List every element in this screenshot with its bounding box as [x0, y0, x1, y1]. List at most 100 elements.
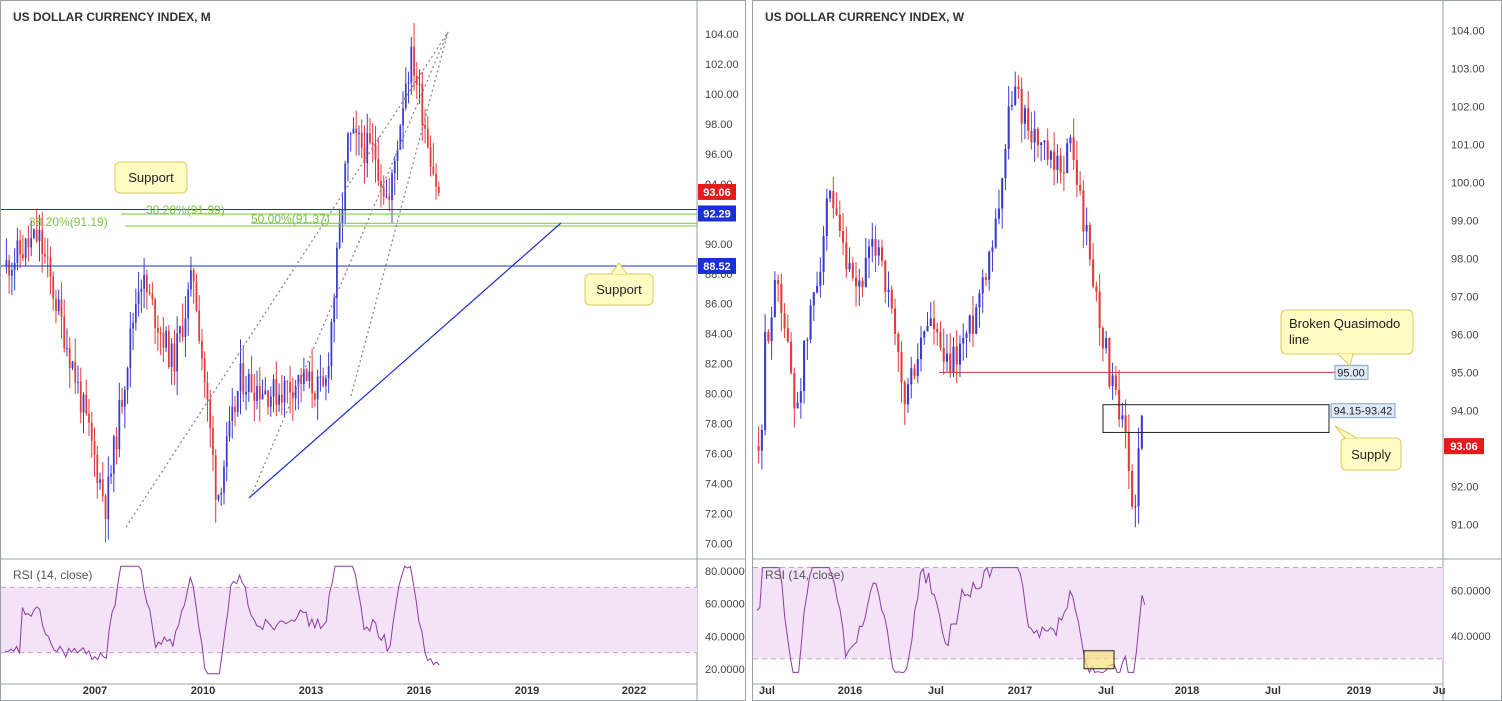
price-tick-label: 90.00: [705, 239, 733, 251]
quasimodo-callout-text-1: Broken Quasimodo: [1289, 316, 1400, 331]
candle-body: [143, 274, 145, 289]
candle-body: [214, 455, 217, 500]
candle-body: [1059, 155, 1062, 173]
price-badge-text: 93.06: [703, 187, 731, 199]
candle-body: [432, 166, 435, 174]
candle-body: [858, 280, 861, 287]
price-tick-label: 95.00: [1451, 367, 1479, 379]
candle-body: [66, 348, 68, 350]
price-badge: [1444, 438, 1484, 455]
candle-body: [1134, 506, 1137, 508]
candle-body: [77, 381, 79, 383]
trend-line: [248, 222, 562, 499]
candle-body: [848, 263, 851, 270]
candle-body: [19, 240, 22, 255]
candle-body: [1072, 137, 1075, 161]
candle-body: [1127, 432, 1130, 472]
candle-body: [945, 353, 949, 362]
candle-body: [900, 351, 903, 383]
price-tick-label: 97.00: [1451, 291, 1479, 303]
candle-body: [407, 82, 410, 84]
candle-body: [1092, 259, 1095, 287]
candle-body: [250, 373, 253, 393]
candle-body: [777, 280, 780, 284]
candle-body: [962, 337, 965, 344]
candle-body: [1007, 106, 1010, 149]
candle-body: [978, 293, 981, 308]
candle-body: [418, 83, 421, 85]
candle-body: [55, 298, 57, 311]
fib-fan-line: [250, 31, 449, 497]
candle-body: [198, 310, 201, 341]
candle-body: [997, 208, 1000, 219]
candle-body: [234, 406, 236, 413]
candle-body: [33, 229, 35, 238]
candle-body: [385, 196, 388, 198]
candle-body: [1056, 155, 1059, 170]
candle-body: [333, 298, 336, 323]
candle-body: [336, 247, 338, 299]
candle-body: [1082, 190, 1085, 232]
candle-body: [404, 83, 407, 108]
candle-body: [435, 173, 437, 187]
candle-body: [424, 125, 426, 129]
support-callout-top: [114, 161, 188, 194]
candle-body: [1049, 151, 1052, 160]
candle-body: [115, 436, 118, 450]
candle-body: [314, 393, 316, 400]
candle-body: [347, 133, 349, 164]
weekly-chart-panel[interactable]: US DOLLAR CURRENCY INDEX, W 104.00 103.00…: [752, 0, 1502, 701]
candle-body: [267, 390, 269, 407]
candle-body: [68, 348, 71, 369]
candle-body: [1114, 375, 1117, 390]
candle-body: [85, 394, 88, 414]
candle-body: [311, 371, 314, 394]
candle-body: [225, 436, 228, 467]
candle-body: [903, 382, 906, 405]
support-callout-pointer: [610, 262, 628, 275]
candle-body: [942, 347, 945, 362]
candle-body: [1033, 128, 1036, 143]
candle-body: [919, 337, 923, 360]
candle-body: [366, 133, 369, 164]
candle-body: [245, 391, 247, 395]
candle-body: [819, 271, 822, 286]
candle-body: [991, 247, 994, 252]
price-tick-label: 76.00: [705, 449, 733, 461]
candle-body: [939, 332, 942, 348]
candle-body: [302, 369, 305, 384]
candle-body: [96, 454, 99, 483]
candle-body: [253, 392, 256, 402]
candle-body: [1040, 142, 1043, 146]
candle-body: [825, 198, 828, 237]
candle-body: [220, 492, 223, 495]
candle-body: [242, 363, 245, 395]
candle-body: [231, 406, 234, 422]
candle-body: [203, 358, 206, 383]
candle-body: [952, 346, 955, 373]
price-tick-label: 102.00: [705, 59, 739, 71]
candle-body: [877, 247, 880, 256]
candle-body: [1124, 415, 1127, 433]
rsi-tick-label: 60.0000: [705, 599, 745, 611]
candle-body: [829, 191, 832, 199]
monthly-chart-panel[interactable]: US DOLLAR CURRENCY INDEX, M 104.00 102.00…: [0, 0, 746, 701]
candle-body: [897, 333, 900, 352]
price-tick-label: 101.00: [1451, 139, 1485, 151]
candle-body: [201, 340, 203, 359]
price-tick-label: 74.00: [705, 479, 733, 491]
quasimodo-callout-pointer: [1337, 353, 1354, 367]
candle-body: [393, 160, 396, 174]
candle-body: [835, 208, 838, 215]
fib-fan-line: [125, 31, 449, 528]
monthly-chart-title: US DOLLAR CURRENCY INDEX, M: [13, 10, 211, 24]
candle-body: [988, 251, 991, 280]
candle-body: [358, 132, 360, 134]
candle-body: [786, 328, 789, 342]
candle-body: [156, 327, 159, 333]
candle-body: [1095, 286, 1098, 292]
candle-body: [165, 330, 168, 348]
price-tick-label: 104.00: [705, 29, 739, 41]
candle-body: [949, 353, 952, 373]
candle-body: [955, 346, 958, 365]
